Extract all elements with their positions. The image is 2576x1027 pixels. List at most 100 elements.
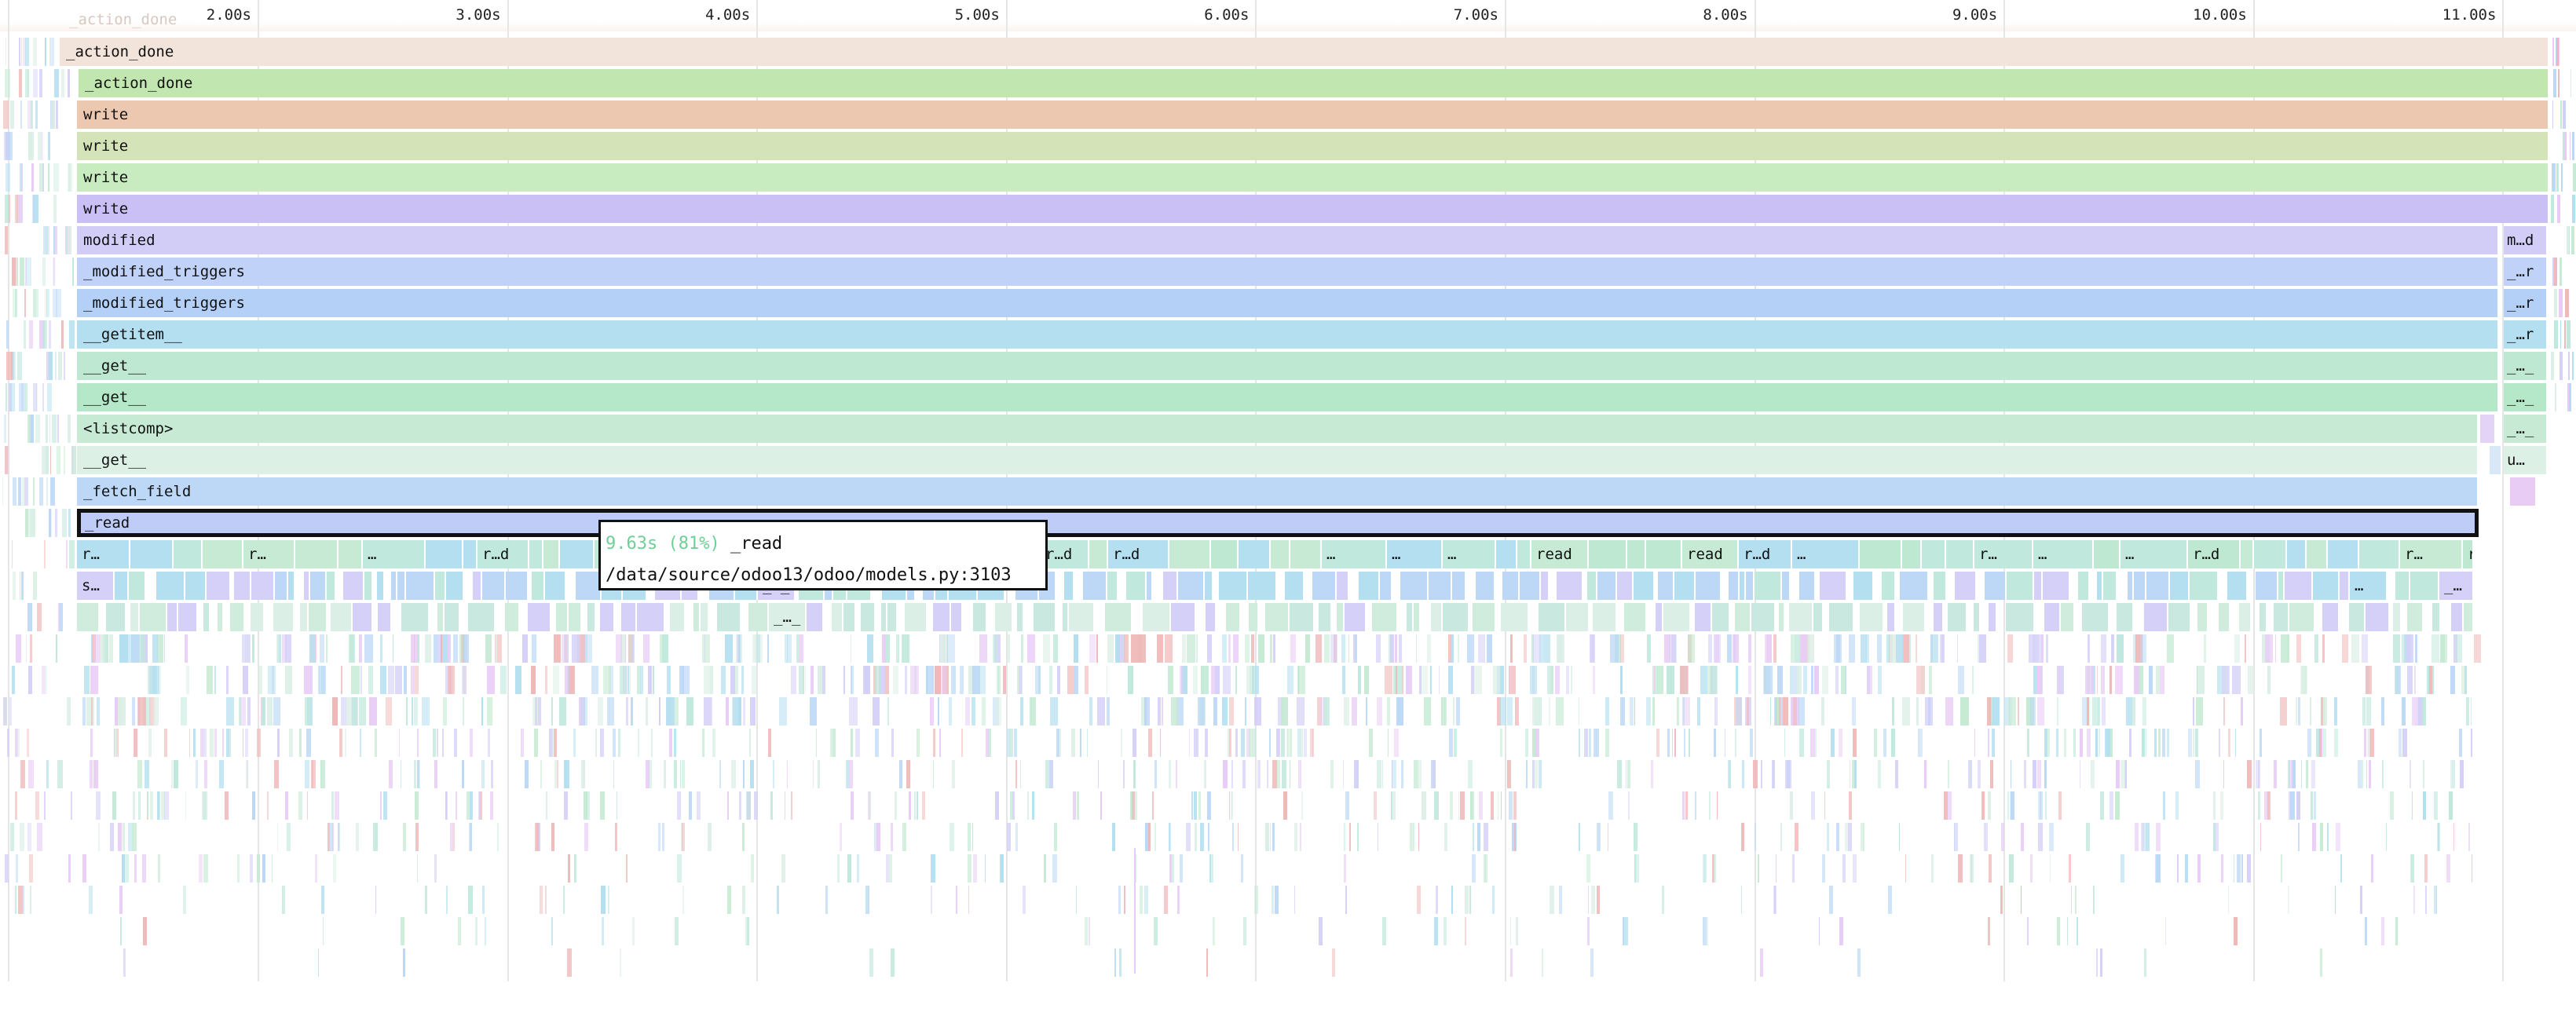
child-frame[interactable] (1985, 572, 2007, 600)
child-frame[interactable] (843, 603, 856, 631)
child-frame[interactable] (230, 603, 245, 631)
child-frame[interactable] (2289, 603, 2315, 631)
stack-frame[interactable]: write (77, 163, 2549, 192)
stack-frame[interactable]: modified (77, 226, 2499, 254)
child-frame[interactable] (140, 603, 167, 631)
child-frame[interactable] (2044, 603, 2061, 631)
child-frame[interactable] (2366, 603, 2390, 631)
child-frame[interactable] (1955, 572, 1977, 600)
child-frame[interactable] (2219, 603, 2230, 631)
child-frame[interactable] (331, 603, 353, 631)
stack-frame[interactable]: write (77, 101, 2549, 129)
child-frame[interactable] (1359, 572, 1380, 600)
child-frame[interactable] (2078, 572, 2090, 600)
child-frame[interactable] (1663, 603, 1691, 631)
child-frame[interactable] (1746, 572, 1755, 600)
child-frame[interactable] (1407, 603, 1414, 631)
child-frame[interactable] (1860, 603, 1884, 631)
child-frame[interactable] (1205, 572, 1213, 600)
child-frame[interactable] (445, 603, 460, 631)
child-frame[interactable] (473, 572, 482, 600)
child-frame[interactable] (1502, 572, 1520, 600)
child-frame[interactable] (1169, 540, 1211, 568)
child-frame[interactable] (505, 603, 520, 631)
child-frame[interactable] (300, 603, 309, 631)
child-frame[interactable] (717, 603, 741, 631)
child-frame[interactable] (1400, 572, 1429, 600)
child-frame[interactable] (327, 572, 336, 600)
child-frame[interactable] (115, 572, 129, 600)
child-frame[interactable] (1593, 603, 1617, 631)
child-frame[interactable] (506, 572, 529, 600)
child-frame[interactable] (2094, 540, 2120, 568)
child-frame[interactable] (1946, 540, 1974, 568)
child-frame[interactable] (468, 603, 496, 631)
child-frame[interactable] (1587, 572, 1597, 600)
child-frame[interactable] (2006, 603, 2035, 631)
child-frame[interactable] (1735, 603, 1751, 631)
child-frame[interactable] (2061, 603, 2075, 631)
child-frame[interactable] (2313, 572, 2340, 600)
child-frame[interactable] (2007, 572, 2034, 600)
child-frame[interactable] (426, 540, 463, 568)
child-frame[interactable] (401, 603, 430, 631)
child-frame[interactable]: read (1531, 540, 1589, 568)
stack-frame[interactable]: __get__ (77, 352, 2499, 380)
child-frame[interactable] (353, 603, 373, 631)
child-frame[interactable] (995, 603, 1013, 631)
child-frame[interactable] (2285, 572, 2313, 600)
right-frame[interactable]: _…_ (2504, 352, 2548, 380)
child-frame[interactable]: _…_ (769, 603, 807, 631)
child-frame[interactable] (881, 603, 887, 631)
child-frame[interactable] (1634, 572, 1655, 600)
child-frame[interactable] (587, 603, 596, 631)
child-frame[interactable] (130, 540, 174, 568)
child-frame[interactable] (905, 603, 928, 631)
child-frame[interactable] (973, 603, 987, 631)
child-frame[interactable] (543, 540, 560, 568)
child-frame[interactable] (1729, 572, 1740, 600)
child-frame[interactable] (2134, 572, 2146, 600)
child-frame[interactable] (1922, 540, 1946, 568)
child-frame[interactable] (2170, 572, 2190, 600)
stack-frame[interactable]: __get__ (77, 446, 2479, 474)
child-frame[interactable] (437, 603, 445, 631)
child-frame[interactable] (933, 603, 951, 631)
right-frame[interactable]: m…d (2504, 226, 2548, 254)
child-frame[interactable] (1520, 572, 1541, 600)
child-frame[interactable] (1239, 540, 1271, 568)
child-frame[interactable]: r… (77, 540, 130, 568)
stack-frame[interactable]: _read (77, 509, 2479, 537)
child-frame[interactable] (1431, 603, 1443, 631)
child-frame[interactable] (1829, 603, 1854, 631)
child-frame[interactable] (1271, 540, 1290, 568)
child-frame[interactable] (1541, 572, 1550, 600)
child-frame[interactable] (2227, 572, 2248, 600)
child-frame[interactable] (861, 603, 876, 631)
child-frame[interactable]: r…d (1041, 540, 1089, 568)
child-frame[interactable]: r… (243, 540, 295, 568)
child-frame[interactable]: … (363, 540, 426, 568)
child-frame[interactable] (1900, 572, 1929, 600)
child-frame[interactable] (1501, 603, 1529, 631)
child-frame[interactable] (2328, 540, 2359, 568)
child-frame[interactable] (1206, 603, 1217, 631)
child-frame[interactable] (1089, 540, 1108, 568)
child-frame[interactable] (1171, 603, 1196, 631)
child-frame[interactable] (1989, 603, 1997, 631)
child-frame[interactable] (1476, 572, 1495, 600)
child-frame[interactable]: … (2120, 540, 2188, 568)
child-frame[interactable]: r…d (478, 540, 529, 568)
stack-frame[interactable]: _fetch_field (77, 477, 2479, 506)
child-frame[interactable] (406, 572, 435, 600)
child-frame[interactable] (1069, 603, 1095, 631)
child-frame[interactable] (203, 603, 210, 631)
child-frame[interactable]: read (1682, 540, 1739, 568)
stack-frame[interactable]: __getitem__ (77, 320, 2499, 349)
child-frame[interactable] (2254, 540, 2287, 568)
child-frame[interactable] (275, 572, 288, 600)
child-frame[interactable] (2241, 540, 2254, 568)
child-frame[interactable] (2274, 603, 2289, 631)
child-frame[interactable] (1337, 603, 1345, 631)
